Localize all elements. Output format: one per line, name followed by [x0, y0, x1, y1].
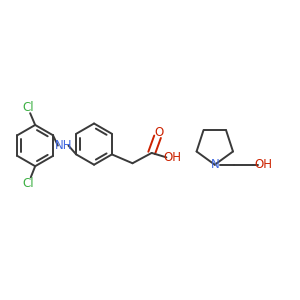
Text: N: N: [210, 158, 219, 171]
Text: Cl: Cl: [22, 177, 34, 190]
Text: NH: NH: [54, 139, 72, 152]
Text: Cl: Cl: [22, 101, 34, 114]
Text: OH: OH: [164, 151, 182, 164]
Text: OH: OH: [254, 158, 272, 171]
Text: O: O: [154, 125, 164, 139]
